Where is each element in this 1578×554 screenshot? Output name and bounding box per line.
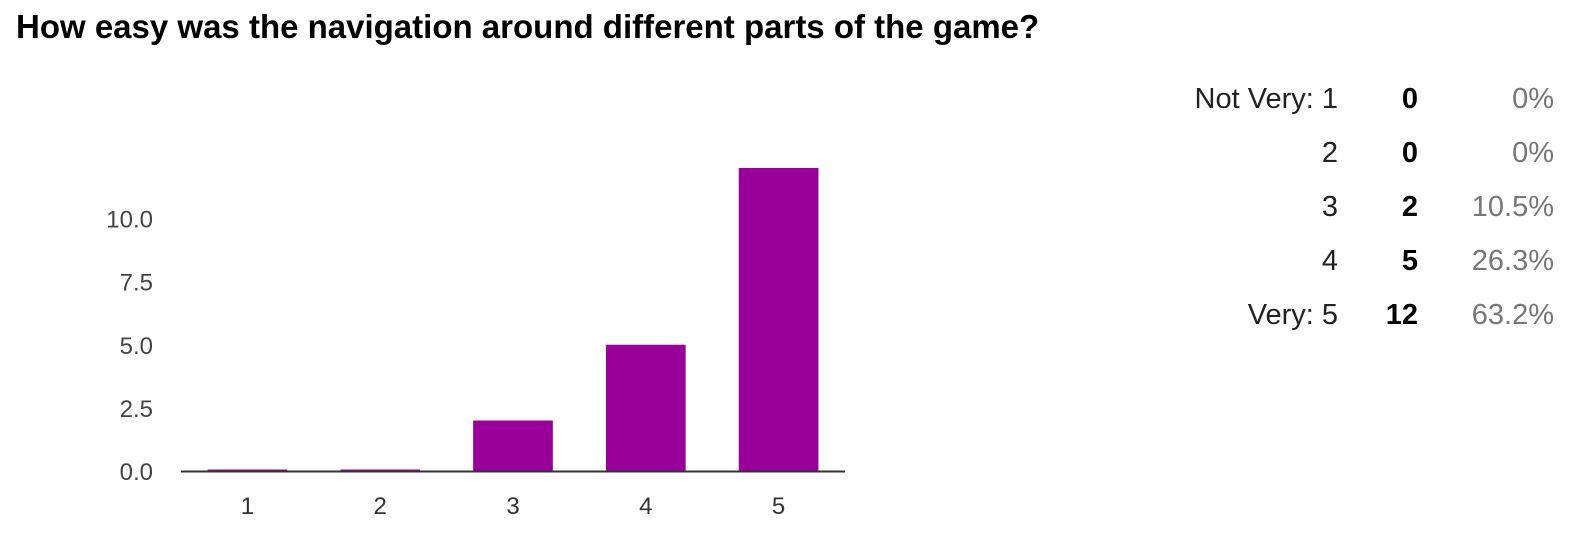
- x-tick-label: 4: [639, 493, 652, 520]
- summary-percent: 0%: [1512, 82, 1554, 115]
- summary-count: 12: [1385, 298, 1418, 331]
- summary-count: 5: [1401, 244, 1418, 277]
- x-tick-label: 1: [241, 493, 254, 520]
- summary-row: Not Very: 1 0 0%: [1195, 72, 1554, 126]
- summary-option-label: Not Very: 1: [1194, 82, 1338, 115]
- bar-2: [340, 469, 421, 471]
- summary-option-label: 3: [1321, 190, 1338, 223]
- x-tick-label: 5: [772, 493, 785, 520]
- summary-percent: 63.2%: [1471, 298, 1554, 331]
- summary-option-label: Very: 5: [1247, 298, 1338, 331]
- summary-row: 4 5 26.3%: [1195, 234, 1554, 288]
- x-axis-ticks: 1 2 3 4 5: [241, 493, 786, 520]
- summary-percent: 10.5%: [1471, 190, 1554, 223]
- y-tick-label: 2.5: [120, 396, 153, 423]
- summary-percent: 0%: [1512, 136, 1554, 169]
- summary-option-label: 4: [1321, 244, 1338, 277]
- x-tick-label: 3: [506, 493, 519, 520]
- summary-row: 3 2 10.5%: [1195, 180, 1554, 234]
- bar-5: [738, 168, 819, 471]
- y-axis-ticks: 0.0 2.5 5.0 7.5 10.0: [106, 207, 153, 487]
- x-tick-label: 2: [374, 493, 387, 520]
- response-summary-table: Not Very: 1 0 0% 2 0 0% 3 2 10.5% 4 5 26.3% Very: 5 1…: [1195, 72, 1554, 342]
- summary-count: 0: [1401, 82, 1418, 115]
- y-tick-label: 7.5: [120, 270, 153, 297]
- summary-row: 2 0 0%: [1195, 126, 1554, 180]
- bar-chart: 0.0 2.5 5.0 7.5 10.0 1 2 3 4 5: [106, 168, 845, 520]
- bars: [207, 168, 819, 471]
- bar-4: [605, 344, 686, 471]
- summary-count: 2: [1401, 190, 1418, 223]
- bar-3: [473, 420, 553, 471]
- summary-percent: 26.3%: [1471, 244, 1554, 277]
- question-title: How easy was the navigation around diffe…: [16, 8, 1040, 45]
- summary-count: 0: [1401, 136, 1418, 169]
- summary-row: Very: 5 12 63.2%: [1195, 288, 1554, 342]
- y-tick-label: 10.0: [106, 207, 153, 234]
- bar-1: [207, 469, 288, 471]
- summary-option-label: 2: [1321, 136, 1338, 169]
- y-tick-label: 5.0: [120, 333, 153, 360]
- y-tick-label: 0.0: [120, 459, 153, 486]
